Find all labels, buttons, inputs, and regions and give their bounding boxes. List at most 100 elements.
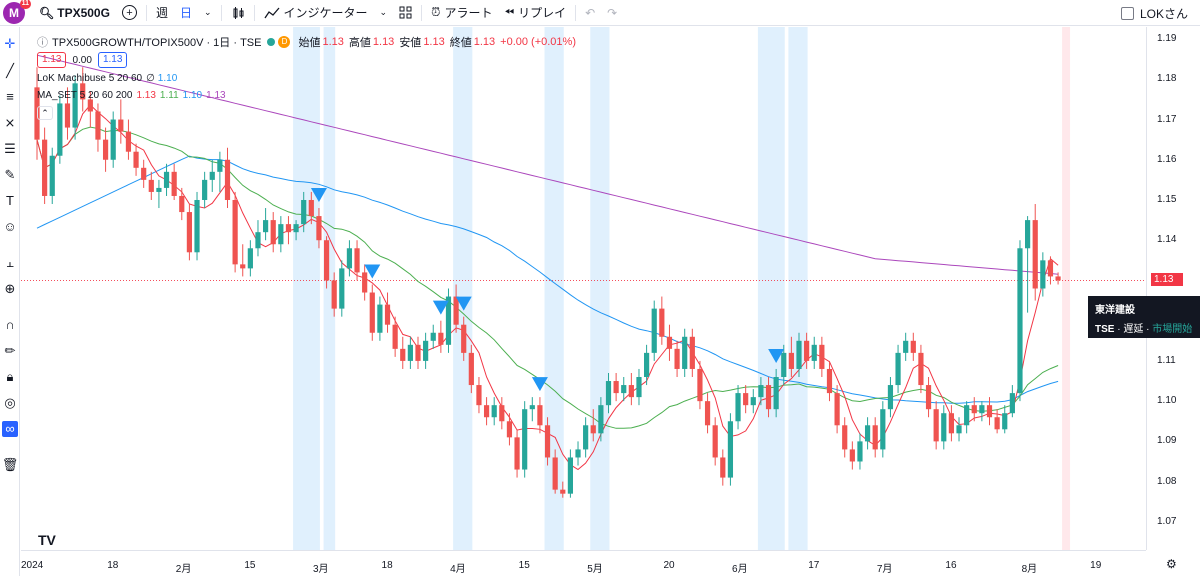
candle-body <box>887 385 894 410</box>
high-value: 1.13 <box>372 35 395 48</box>
legend-ind1-row[interactable]: LoK Machibuse 5 20 60 ∅ 1.10 <box>37 70 581 87</box>
spread-value: 0.00 <box>72 54 92 66</box>
signal-band <box>788 27 808 550</box>
candle-body <box>842 425 848 450</box>
candle-body <box>1002 413 1008 430</box>
price-tick-label: 1.07 <box>1157 515 1177 527</box>
emoji-icon[interactable]: ☺ <box>3 219 17 234</box>
indicators-button[interactable]: インジケーター <box>258 0 374 26</box>
legend-title[interactable]: TPX500GROWTH/TOPIX500V · 1日 · TSE <box>52 36 262 49</box>
candle-body <box>636 377 642 398</box>
interval-dropdown[interactable]: ⌄ <box>198 0 218 26</box>
time-tick-label: 18 <box>381 560 393 571</box>
user-name[interactable]: LOKさん <box>1139 6 1188 21</box>
time-tick-label: 17 <box>808 560 820 571</box>
candle-body <box>781 352 787 378</box>
ask-box[interactable]: 1.13 <box>97 52 128 68</box>
redo-button[interactable]: ↷ <box>601 0 623 26</box>
undo-button[interactable]: ↶ <box>579 0 601 26</box>
candle-body <box>826 368 833 394</box>
trash-icon[interactable]: 🗑︎ <box>1 457 19 472</box>
candle-body <box>796 340 802 369</box>
chart-pane[interactable] <box>21 27 1146 550</box>
interval-week-button[interactable]: 週 <box>155 6 168 20</box>
candle-body <box>49 155 55 196</box>
candle-body <box>209 171 215 180</box>
gear-icon[interactable]: ⚙ <box>1166 557 1177 571</box>
time-tick-label: 16 <box>945 560 957 571</box>
price-tick-label: 1.10 <box>1157 395 1177 407</box>
candle-body <box>240 264 246 269</box>
candle-body <box>514 437 520 470</box>
candle-body <box>217 159 223 172</box>
indicators-dropdown[interactable]: ⌄ <box>374 0 394 26</box>
ruler-icon[interactable]: ⫠ <box>6 255 14 270</box>
chart-type-button[interactable] <box>225 0 251 26</box>
candle-body <box>849 449 855 462</box>
info-icon: ⓘ <box>37 36 48 49</box>
legend-ind2-row[interactable]: MA_SET 5 20 60 200 1.13 1.11 1.10 1.13 <box>37 87 581 104</box>
price-tick-label: 1.11 <box>1157 354 1176 366</box>
magnet-icon[interactable]: ∩ <box>5 317 15 332</box>
drawing-toolbar: ✛ ╱ ≡ ⨯ ☰ ✎ T ☺ ⫠ ⊕ ∩ ✏ 🔒︎ ◎ ∞ 🗑︎ <box>0 27 20 576</box>
price-chart[interactable] <box>21 27 1146 550</box>
time-scale[interactable]: 2024 18 2月 15 3月 18 4月 15 5月 20 6月 17 7月 16 8月 19 <box>21 550 1146 576</box>
link-icon[interactable]: ∞ <box>2 421 18 437</box>
collapse-legend-button[interactable]: ⌃ <box>37 106 53 120</box>
candle-body <box>948 413 954 434</box>
candle-body <box>423 340 429 361</box>
add-symbol-button[interactable]: + <box>116 0 143 26</box>
symbol-search[interactable]: 🔍︎ TPX500G <box>33 0 116 26</box>
trend-line-icon[interactable]: ╱ <box>6 63 14 78</box>
indicators-label: インジケーター <box>283 6 368 20</box>
candle-body <box>834 393 840 426</box>
ind2-ma5: 1.13 <box>136 90 156 101</box>
signal-band <box>590 27 610 550</box>
candle-body <box>544 425 551 458</box>
signal-marker <box>455 296 472 311</box>
signal-marker <box>310 188 327 203</box>
interval-day-button[interactable]: 日 <box>174 0 198 26</box>
text-icon[interactable]: T <box>6 193 14 208</box>
candle-body <box>1047 260 1054 277</box>
eye-icon[interactable]: ◎ <box>4 395 16 410</box>
layouts-button[interactable] <box>393 0 418 26</box>
projection-icon[interactable]: ☰ <box>4 141 16 156</box>
lock-icon[interactable]: 🔒︎ <box>6 369 14 384</box>
time-tick-label: 7月 <box>876 564 893 575</box>
candle-body <box>750 397 756 406</box>
bid-box[interactable]: 1.13 <box>37 52 67 68</box>
chevron-down-icon: ⌄ <box>379 7 388 17</box>
brush-icon[interactable]: ✎ <box>4 167 16 182</box>
open-value: 1.13 <box>322 35 344 48</box>
candle-body <box>956 425 962 434</box>
candle-body <box>392 324 398 349</box>
candle-body <box>491 405 497 418</box>
candle-body <box>666 336 673 349</box>
time-tick-label: 2024 <box>21 560 44 571</box>
replay-button[interactable]: ⏪︎ リプレイ <box>498 0 572 26</box>
pattern-icon[interactable]: ⨯ <box>4 115 16 130</box>
candle-body <box>362 272 368 293</box>
candle-body <box>697 368 703 402</box>
candle-body <box>255 232 261 249</box>
crosshair-icon[interactable]: ✛ <box>4 36 16 51</box>
tradingview-logo[interactable]: TV <box>38 532 56 548</box>
candle-body <box>765 385 772 410</box>
candle-body <box>590 425 596 434</box>
pencil-lock-icon[interactable]: ✏ <box>4 343 16 358</box>
price-scale[interactable]: 1.191.181.171.161.151.141.131.121.111.10… <box>1146 27 1200 550</box>
fib-icon[interactable]: ≡ <box>6 89 14 104</box>
candle-body <box>689 336 695 369</box>
zoom-in-icon[interactable]: ⊕ <box>4 281 16 296</box>
candle-body <box>384 304 391 325</box>
candle-body <box>461 324 467 353</box>
candle-body <box>354 248 360 273</box>
candle-body <box>621 385 627 394</box>
user-avatar[interactable]: M 11 <box>3 0 31 24</box>
ind1-value: 1.10 <box>157 73 178 84</box>
fullscreen-checkbox[interactable] <box>1120 6 1134 20</box>
alert-button[interactable]: ⏰︎ アラート <box>425 0 498 26</box>
symbol-tooltip: 東洋建設 TSE · 遅延 · 市場開始 <box>1088 296 1200 338</box>
tooltip-delay: 遅延 <box>1123 324 1144 335</box>
